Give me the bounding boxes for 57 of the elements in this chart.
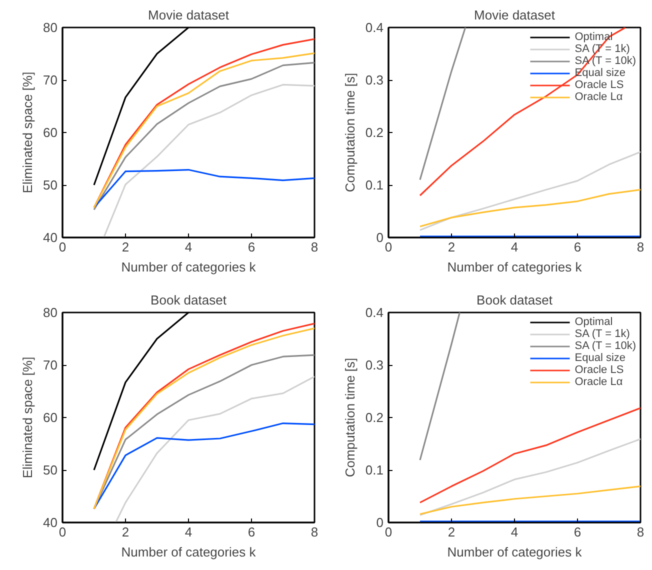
legend-label: Equal size xyxy=(574,352,626,364)
x-tick-label: 2 xyxy=(448,524,456,540)
y-tick-label: 80 xyxy=(43,305,58,320)
y-tick-label: 60 xyxy=(43,410,58,425)
x-tick-label: 8 xyxy=(636,240,644,254)
legend-label: Oracle Lα xyxy=(574,91,623,103)
x-tick-label: 4 xyxy=(184,240,192,254)
x-tick-label: 6 xyxy=(248,524,256,540)
y-tick-label: 0 xyxy=(376,230,384,245)
y-tick-label: 60 xyxy=(43,125,58,140)
chart-title: Movie dataset xyxy=(474,8,556,22)
y-tick-label: 40 xyxy=(43,230,58,245)
x-tick-label: 4 xyxy=(510,240,518,254)
legend-label: Oracle LS xyxy=(574,364,624,376)
y-tick-label: 70 xyxy=(43,72,58,88)
y-axis-title: Computation time [s] xyxy=(342,72,358,192)
y-tick-label: 0 xyxy=(376,515,384,530)
y-axis-title: Computation time [s] xyxy=(342,358,358,478)
y-axis-title: Eliminated space [%] xyxy=(20,356,36,478)
y-tick-label: 0.3 xyxy=(365,358,384,372)
y-tick-label: 40 xyxy=(43,515,58,530)
x-tick-label: 8 xyxy=(310,240,318,254)
legend-label: Oracle Lα xyxy=(574,376,623,388)
y-axis-title: Eliminated space [%] xyxy=(20,72,36,194)
y-tick-label: 0.2 xyxy=(365,410,384,425)
chart-title: Movie dataset xyxy=(148,8,230,22)
legend-label: SA (T = 10k) xyxy=(574,55,636,67)
x-tick-label: 2 xyxy=(122,240,130,254)
y-tick-label: 0.1 xyxy=(365,178,384,192)
legend-label: SA (T = 10k) xyxy=(574,340,636,352)
y-tick-label: 0.3 xyxy=(365,72,384,88)
chart-title: Book dataset xyxy=(476,292,553,308)
x-tick-label: 6 xyxy=(248,240,256,254)
y-tick-label: 0.2 xyxy=(365,125,384,140)
x-tick-label: 6 xyxy=(574,240,582,254)
legend-label: SA (T = 1k) xyxy=(574,328,630,340)
y-tick-label: 50 xyxy=(43,178,58,192)
x-tick-label: 6 xyxy=(574,524,582,540)
y-tick-label: 70 xyxy=(43,358,58,372)
y-tick-label: 50 xyxy=(43,462,58,478)
x-tick-label: 8 xyxy=(310,524,318,540)
x-axis-title: Number of categories k xyxy=(447,544,582,560)
y-tick-label: 0.4 xyxy=(365,305,384,320)
y-tick-label: 0.4 xyxy=(365,20,384,35)
y-tick-label: 80 xyxy=(43,20,58,35)
chart-title: Book dataset xyxy=(150,292,227,308)
legend-label: Optimal xyxy=(574,316,613,328)
legend-label: Oracle LS xyxy=(574,79,624,91)
x-axis-title: Number of categories k xyxy=(121,260,256,274)
x-axis-title: Number of categories k xyxy=(447,260,582,274)
x-axis-title: Number of categories k xyxy=(121,544,256,560)
x-tick-label: 8 xyxy=(636,524,644,540)
x-tick-label: 4 xyxy=(184,524,192,540)
y-tick-label: 0.1 xyxy=(365,462,384,478)
x-tick-label: 4 xyxy=(510,524,518,540)
x-tick-label: 2 xyxy=(448,240,456,254)
x-tick-label: 2 xyxy=(122,524,130,540)
